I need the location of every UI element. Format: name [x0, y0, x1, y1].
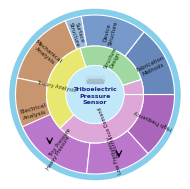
Text: Fabrication
Methods: Fabrication Methods	[136, 55, 168, 78]
Polygon shape	[123, 80, 143, 94]
Polygon shape	[16, 78, 60, 150]
Text: Low Frequency: Low Frequency	[106, 136, 123, 174]
Text: Performance Demand: Performance Demand	[97, 106, 122, 157]
Polygon shape	[127, 94, 174, 154]
Polygon shape	[47, 48, 86, 128]
Bar	[87, 81, 103, 83]
Text: Device
Structure: Device Structure	[102, 19, 119, 46]
Polygon shape	[60, 94, 143, 143]
Text: Theory Analysis: Theory Analysis	[36, 80, 76, 93]
Text: Triboelectric: Triboelectric	[73, 87, 117, 92]
Text: Surface
Structure: Surface Structure	[67, 20, 85, 47]
Text: Electrical
Analysis: Electrical Analysis	[19, 103, 48, 121]
Text: Tiny Pressure: Tiny Pressure	[48, 128, 72, 158]
Text: Heavy Pressure: Heavy Pressure	[46, 135, 71, 171]
Text: Mechanical
Analysis: Mechanical Analysis	[30, 39, 63, 68]
Bar	[88, 79, 102, 81]
Text: Structure
Design: Structure Design	[103, 46, 123, 72]
Circle shape	[66, 65, 124, 124]
Polygon shape	[17, 21, 77, 84]
Polygon shape	[81, 15, 144, 56]
Text: Pressure: Pressure	[79, 94, 111, 99]
Bar	[86, 79, 104, 81]
Polygon shape	[65, 16, 87, 50]
Polygon shape	[22, 114, 90, 174]
Polygon shape	[125, 32, 174, 94]
Polygon shape	[87, 131, 148, 174]
Circle shape	[10, 9, 180, 180]
Polygon shape	[80, 46, 141, 86]
Text: High Frequency: High Frequency	[133, 110, 173, 131]
Text: Sensor: Sensor	[83, 100, 107, 105]
Bar	[86, 76, 104, 79]
